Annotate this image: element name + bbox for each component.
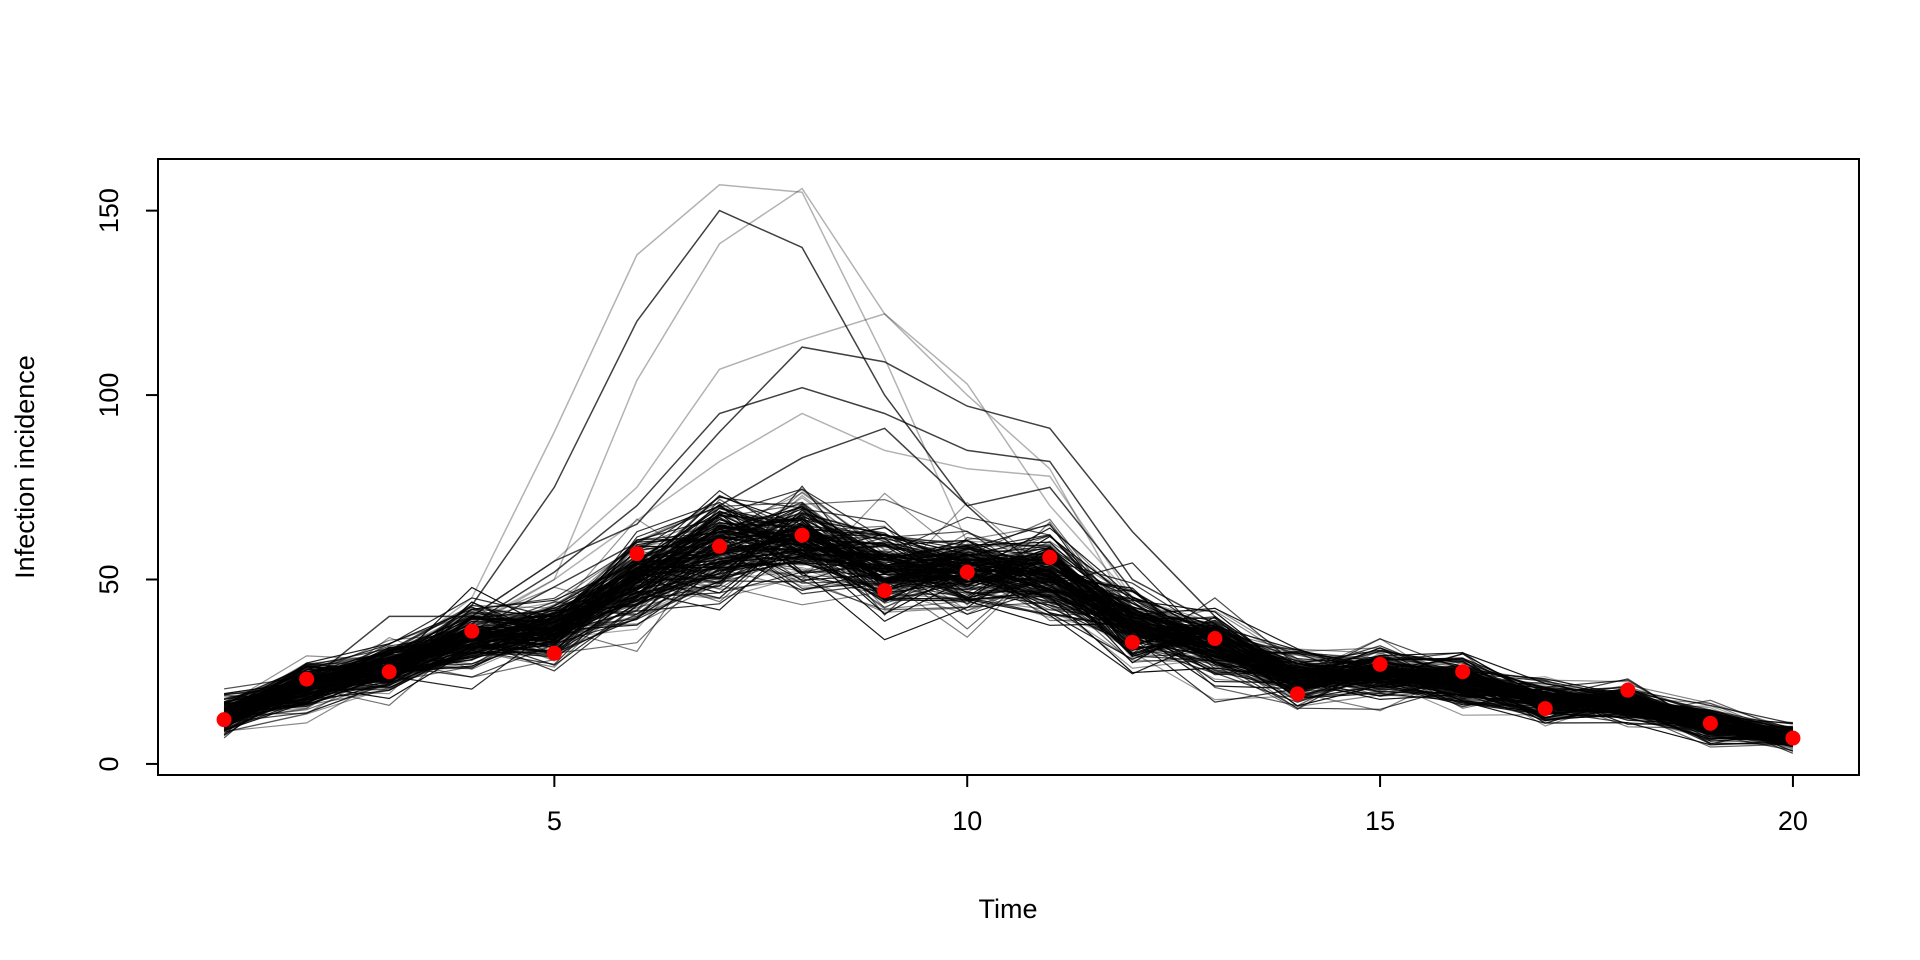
- x-tick-label: 5: [547, 806, 562, 836]
- y-tick-label: 150: [94, 188, 124, 233]
- simulation-line: [223, 527, 1794, 742]
- simulation-line: [223, 514, 1793, 738]
- observed-point: [959, 564, 975, 580]
- y-tick-label: 100: [94, 373, 124, 418]
- observed-points: [216, 527, 1801, 746]
- simulation-line: [223, 538, 1793, 737]
- simulation-line: [223, 534, 1793, 742]
- observed-point: [1124, 634, 1140, 650]
- observed-point: [711, 538, 727, 554]
- observed-point: [629, 546, 645, 562]
- x-tick-label: 20: [1778, 806, 1808, 836]
- x-tick-label: 15: [1365, 806, 1395, 836]
- observed-point: [1290, 686, 1306, 702]
- simulation-line: [223, 524, 1794, 734]
- observed-point: [877, 583, 893, 599]
- simulation-line: [223, 517, 1793, 736]
- y-tick-label: 0: [94, 756, 124, 771]
- simulation-line: [224, 529, 1793, 730]
- simulation-line: [224, 542, 1794, 747]
- observed-point: [1702, 715, 1718, 731]
- observed-point: [216, 712, 232, 728]
- y-axis: 0 50 100 150: [94, 188, 159, 771]
- observed-point: [381, 664, 397, 680]
- simulation-line: [223, 518, 1794, 740]
- observed-point: [1620, 682, 1636, 698]
- simulation-line: [223, 524, 1794, 735]
- observed-point: [1537, 701, 1553, 717]
- simulation-line: [223, 561, 1793, 743]
- simulation-outlier-line: [223, 412, 1794, 743]
- observed-point: [1455, 664, 1471, 680]
- simulation-line: [223, 557, 1793, 735]
- observed-point: [299, 671, 315, 687]
- observed-point: [1042, 549, 1058, 565]
- x-axis-title: Time: [979, 894, 1038, 924]
- observed-point: [546, 645, 562, 661]
- simulation-outlier-line: [223, 184, 1794, 739]
- y-tick-label: 50: [94, 564, 124, 594]
- observed-point: [464, 623, 480, 639]
- observed-point: [1785, 730, 1801, 746]
- observed-point: [1372, 656, 1388, 672]
- simulated-trajectories: [223, 184, 1794, 754]
- x-tick-label: 10: [952, 806, 982, 836]
- observed-point: [1207, 631, 1223, 647]
- simulation-line: [223, 492, 1793, 731]
- simulation-outlier-line: [223, 427, 1794, 739]
- simulation-line: [223, 514, 1793, 746]
- simulation-line: [223, 549, 1793, 738]
- y-axis-title: Infection incidence: [10, 355, 40, 579]
- simulation-line: [223, 560, 1794, 754]
- observed-point: [794, 527, 810, 543]
- x-axis: 5 10 15 20: [547, 774, 1808, 836]
